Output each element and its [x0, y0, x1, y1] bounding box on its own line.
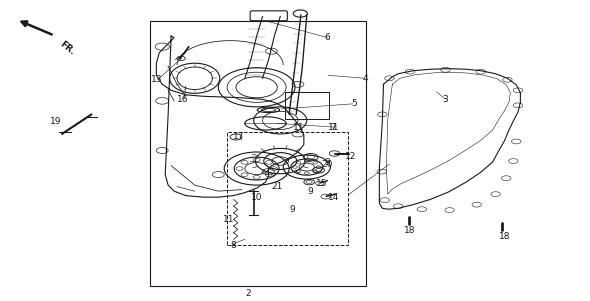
Text: 3: 3	[442, 95, 448, 104]
Text: 16: 16	[177, 95, 189, 104]
Text: 20: 20	[322, 160, 333, 169]
Text: 19: 19	[50, 117, 62, 126]
Text: 17: 17	[233, 132, 245, 141]
Text: 11: 11	[327, 123, 339, 132]
Text: 10: 10	[251, 193, 263, 202]
Text: 12: 12	[345, 152, 357, 161]
Bar	[150, 21, 366, 286]
Text: 7: 7	[330, 123, 336, 132]
Text: 2: 2	[245, 289, 251, 298]
Text: 21: 21	[271, 182, 283, 191]
Text: 15: 15	[316, 179, 327, 188]
Text: 6: 6	[324, 33, 330, 42]
Text: 9: 9	[289, 205, 295, 214]
Text: 18: 18	[499, 232, 510, 241]
Text: FR.: FR.	[58, 39, 76, 56]
Text: 18: 18	[404, 226, 416, 235]
Text: 5: 5	[351, 99, 357, 108]
Text: 13: 13	[150, 75, 162, 84]
Text: 11: 11	[223, 215, 235, 224]
Text: 11: 11	[293, 123, 305, 132]
Text: 9: 9	[324, 158, 330, 167]
Text: 14: 14	[327, 193, 339, 202]
Text: 8: 8	[230, 241, 236, 250]
Text: 9: 9	[307, 187, 313, 196]
Bar	[227, 132, 348, 245]
Text: 4: 4	[363, 74, 369, 83]
Bar	[285, 92, 329, 119]
